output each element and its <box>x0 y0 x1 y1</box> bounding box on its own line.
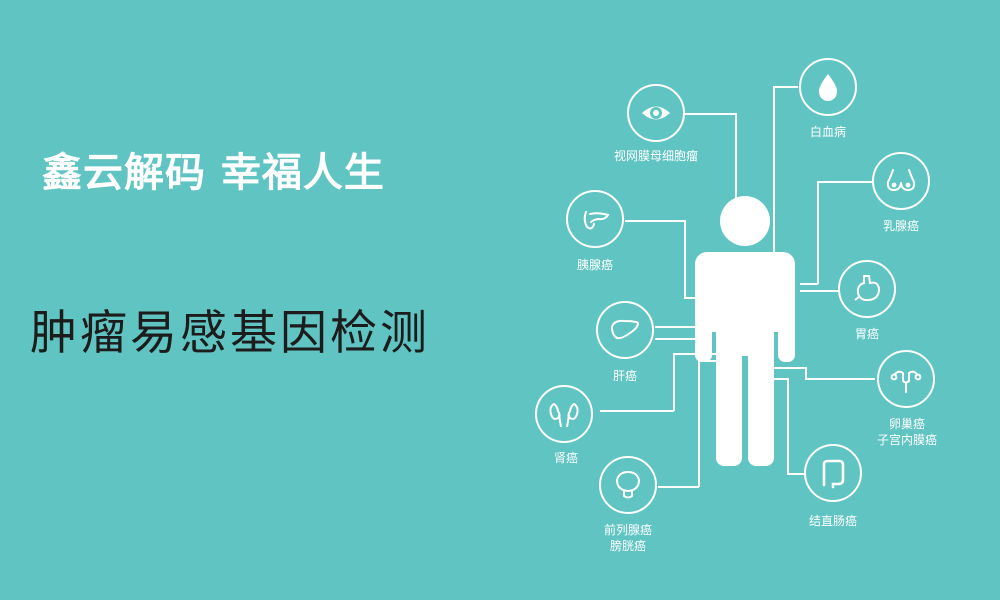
connector-line <box>818 181 873 183</box>
human-figure-icon <box>695 196 795 466</box>
connector-line <box>685 113 736 115</box>
kidney-node <box>535 385 593 443</box>
connector-line <box>773 86 775 254</box>
pancreas-label: 胰腺癌 <box>576 258 614 272</box>
liver-icon <box>610 319 640 340</box>
breast-label: 乳腺癌 <box>882 219 920 233</box>
colon-label: 结直肠癌 <box>808 514 858 528</box>
leukemia-node <box>799 58 857 116</box>
ovary-node <box>877 350 935 408</box>
connector-line <box>625 220 685 222</box>
connector-line <box>800 290 838 292</box>
connector-line <box>655 326 695 328</box>
connector-line <box>805 367 807 379</box>
connector-line <box>787 473 805 475</box>
leukemia-label: 白血病 <box>809 125 847 139</box>
stomach-icon <box>854 275 881 302</box>
retina-node <box>627 84 685 142</box>
retina-label: 视网膜母细胞瘤 <box>613 149 699 163</box>
liver-label: 肝癌 <box>612 369 638 383</box>
connector-line <box>684 220 686 298</box>
connector-line <box>698 360 717 362</box>
connector-line <box>735 113 737 201</box>
connector-line <box>600 410 674 412</box>
prostate-label-line2: 膀胱癌 <box>609 539 647 553</box>
breast-node <box>872 152 930 210</box>
blood-drop-icon <box>818 74 838 101</box>
connector-line <box>817 181 819 284</box>
connector-line <box>774 86 798 88</box>
page-title: 肿瘤易感基因检测 <box>30 306 430 361</box>
stomach-label: 胃癌 <box>854 327 880 341</box>
connector-line <box>800 283 818 285</box>
bladder-icon <box>615 470 641 499</box>
connector-line <box>774 367 806 369</box>
slogan: 鑫云解码 幸福人生 <box>42 150 385 196</box>
connector-line <box>698 360 700 487</box>
stomach-node <box>838 260 896 318</box>
eye-icon <box>642 106 670 120</box>
prostate-label-line1: 前列腺癌 <box>603 523 653 537</box>
intestine-icon <box>822 459 845 489</box>
ovary-label-line1: 卵巢癌 <box>888 417 926 431</box>
kidney-label: 肾癌 <box>553 451 579 465</box>
connector-line <box>655 338 695 340</box>
uterus-icon <box>890 370 922 393</box>
pancreas-icon <box>583 211 610 230</box>
connector-line <box>805 378 875 380</box>
prostate-node <box>599 456 657 514</box>
pancreas-node <box>566 190 624 248</box>
connector-line <box>774 378 788 380</box>
connector-line <box>684 297 696 299</box>
connector-line <box>673 353 717 355</box>
liver-node <box>596 301 654 359</box>
connector-line <box>673 353 675 411</box>
kidney-icon <box>549 402 579 428</box>
colon-node <box>804 444 862 502</box>
ovary-label-line2: 子宫内膜癌 <box>876 433 938 447</box>
breast-icon <box>886 169 916 192</box>
connector-line <box>658 486 699 488</box>
connector-line <box>787 378 789 474</box>
